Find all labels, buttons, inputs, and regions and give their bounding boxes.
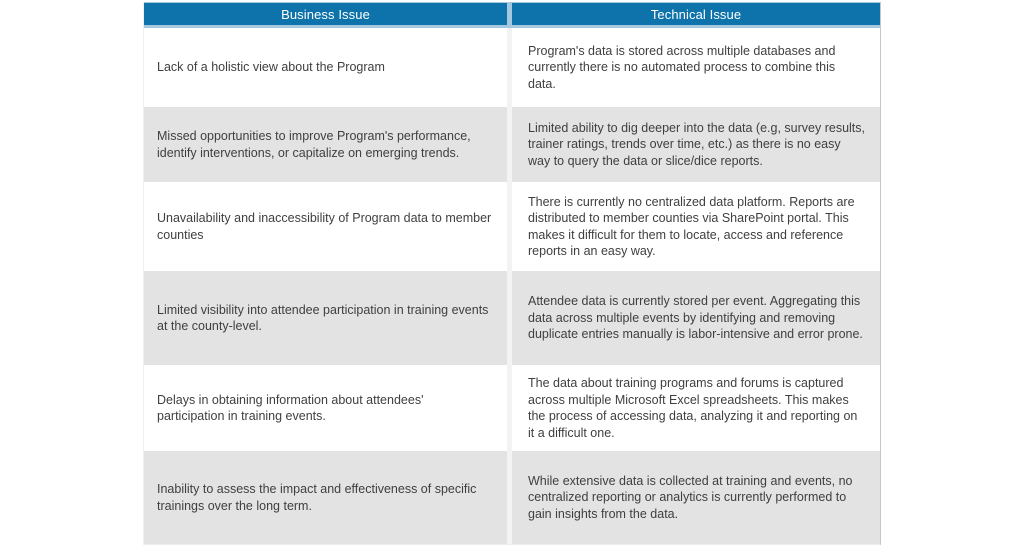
table-row: Lack of a holistic view about the Progra… [144,28,880,107]
table-header-row: Business Issue Technical Issue [144,2,880,28]
technical-issue-cell: Attendee data is currently stored per ev… [512,271,880,365]
table-row: Unavailability and inaccessibility of Pr… [144,182,880,271]
table-row: Inability to assess the impact and effec… [144,451,880,544]
table-row: Missed opportunities to improve Program'… [144,107,880,182]
technical-issue-cell: While extensive data is collected at tra… [512,451,880,544]
technical-issue-cell: The data about training programs and for… [512,365,880,451]
technical-issue-cell: There is currently no centralized data p… [512,182,880,271]
header-cell-business-issue: Business Issue [144,3,507,25]
business-issue-cell: Inability to assess the impact and effec… [144,451,507,544]
technical-issue-cell: Program's data is stored across multiple… [512,28,880,107]
business-technical-issues-table: Business Issue Technical Issue Lack of a… [143,2,881,545]
business-issue-cell: Lack of a holistic view about the Progra… [144,28,507,107]
business-issue-cell: Missed opportunities to improve Program'… [144,107,507,182]
table-row: Limited visibility into attendee partici… [144,271,880,365]
technical-issue-cell: Limited ability to dig deeper into the d… [512,107,880,182]
business-issue-cell: Limited visibility into attendee partici… [144,271,507,365]
table-row: Delays in obtaining information about at… [144,365,880,451]
header-cell-technical-issue: Technical Issue [512,3,880,25]
business-issue-cell: Unavailability and inaccessibility of Pr… [144,182,507,271]
business-issue-cell: Delays in obtaining information about at… [144,365,507,451]
